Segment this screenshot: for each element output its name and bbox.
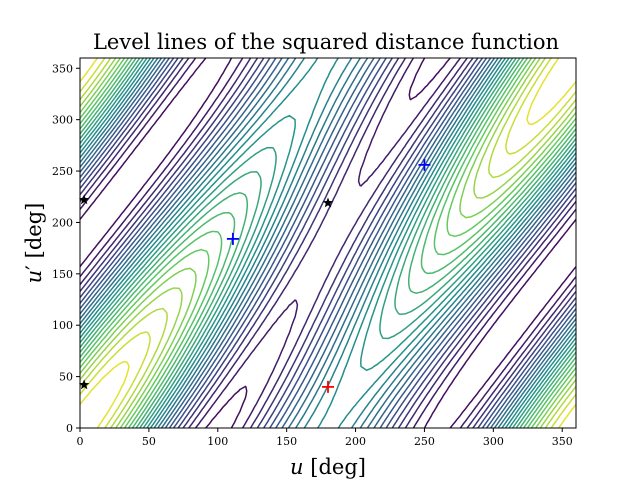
x-tick-label: 50 [142, 435, 156, 448]
contour-level-13 [80, 58, 576, 428]
saddle-marker-1 [322, 197, 334, 208]
contour-level-1 [80, 58, 576, 428]
minimum-marker-1 [226, 232, 239, 245]
x-tick-label: 250 [414, 435, 435, 448]
x-tick-label: 100 [207, 435, 228, 448]
x-tick-label: 200 [345, 435, 366, 448]
contour-level-15 [80, 58, 576, 428]
y-tick-label: 0 [66, 422, 73, 435]
x-axis-variable: u [290, 455, 304, 479]
contour-level-10 [80, 58, 576, 428]
x-axis-spacer [304, 455, 311, 479]
y-axis-label: u′ [deg] [22, 203, 46, 284]
y-tick-label: 250 [52, 165, 73, 178]
x-axis-unit: [deg] [310, 455, 366, 479]
y-axis-unit: [deg] [22, 203, 46, 259]
minimum-marker-2 [418, 158, 431, 171]
x-axis-ticks: 0 50 100 150 200 250 300 350 [77, 428, 573, 448]
plot-frame [79, 57, 577, 429]
y-tick-label: 50 [59, 371, 73, 384]
x-axis-label: u [deg] [290, 455, 366, 479]
saddle-marker-3 [78, 379, 90, 390]
y-tick-label: 300 [52, 114, 73, 127]
contour-level-24 [80, 58, 576, 428]
contour-lines [80, 58, 576, 428]
contour-level-23 [80, 58, 576, 428]
y-tick-label: 350 [52, 62, 73, 75]
contour-level-17 [80, 58, 576, 428]
contour-level-5 [80, 58, 576, 428]
y-tick-label: 150 [52, 268, 73, 281]
x-tick-label: 350 [552, 435, 573, 448]
contour-level-22 [80, 58, 576, 428]
contour-level-19 [80, 58, 576, 428]
y-axis-variable: u [22, 270, 46, 284]
contour-level-8 [80, 58, 576, 428]
contour-level-20 [80, 58, 576, 428]
contour-level-21 [80, 58, 576, 428]
contour-level-9 [80, 58, 576, 428]
maximum-marker [322, 380, 334, 393]
x-tick-label: 300 [483, 435, 504, 448]
saddle-marker-2 [78, 194, 90, 205]
contour-level-4 [80, 58, 576, 428]
y-axis-ticks: 0 50 100 150 200 250 300 350 [52, 62, 80, 435]
contour-level-12 [80, 58, 576, 428]
y-tick-label: 100 [52, 319, 73, 332]
contour-level-3 [80, 58, 576, 428]
contour-level-16 [80, 58, 576, 428]
y-axis-prime: ′ [22, 265, 46, 270]
contour-level-18 [80, 58, 576, 428]
y-axis-spacer [22, 258, 46, 265]
critical-point-markers [78, 158, 431, 393]
x-tick-label: 150 [276, 435, 297, 448]
y-tick-label: 200 [52, 216, 73, 229]
x-tick-label: 0 [77, 435, 84, 448]
chart-title: Level lines of the squared distance func… [93, 30, 559, 54]
contour-level-14 [80, 58, 576, 428]
